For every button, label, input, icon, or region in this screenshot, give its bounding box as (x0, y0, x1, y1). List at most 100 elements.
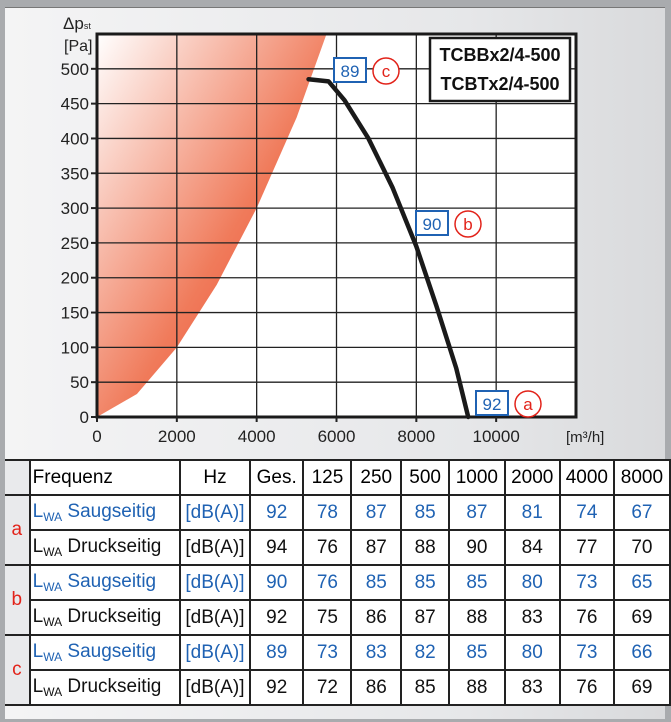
model-name: TCBBx2/4-500 (439, 45, 560, 65)
value-cell: 81 (503, 494, 561, 531)
group-label: c (5, 634, 31, 706)
x-tick-label: 6000 (318, 427, 356, 446)
unit-cell: [dB(A)] (178, 564, 252, 601)
value-cell: 87 (350, 494, 403, 531)
operating-point-label: c (382, 62, 391, 81)
header-cell: 125 (302, 459, 353, 496)
row-label: LWA Druckseitig (28, 599, 181, 636)
table-row: LWA Druckseitig [dB(A)] 92 75 86 87 88 83 76 69 (5, 599, 671, 636)
x-axis-unit: [m³/h] (566, 429, 604, 446)
row-label: LWA Saugseitig (28, 494, 181, 531)
value-cell: 92 (249, 599, 305, 636)
table-row: c LWA Saugseitig [dB(A)] 89 73 83 82 85 80 73 66 (5, 634, 671, 706)
unit-cell: [dB(A)] (178, 599, 252, 636)
y-tick-label: 0 (80, 408, 89, 427)
value-cell: 90 (249, 564, 305, 601)
operating-point-value: 89 (341, 62, 360, 81)
y-tick-label: 200 (61, 269, 89, 288)
operating-point-label: b (463, 215, 472, 234)
unit-cell: [dB(A)] (178, 634, 252, 671)
value-cell: 88 (448, 599, 506, 636)
value-cell: 90 (448, 529, 506, 566)
table-row: LWA Druckseitig [dB(A)] 92 72 86 85 88 83 76 69 (5, 669, 671, 706)
y-tick-label: 350 (61, 164, 89, 183)
operating-point-value: 90 (423, 215, 442, 234)
value-cell: 92 (249, 669, 305, 706)
y-axis-label: Δpst (63, 14, 91, 33)
value-cell: 86 (350, 599, 403, 636)
value-cell: 69 (612, 599, 671, 636)
value-cell: 73 (302, 634, 353, 671)
value-cell: 75 (302, 599, 353, 636)
row-prefix: L (32, 676, 44, 697)
operating-point-value-box (475, 390, 509, 416)
row-label: LWA Druckseitig (28, 669, 181, 706)
header-cell: 8000 (612, 459, 671, 496)
value-cell: 80 (503, 564, 561, 601)
table-row: a LWA Saugseitig [dB(A)] 92 78 87 85 87 81 74 67 (5, 494, 671, 566)
header-cell: 1000 (448, 459, 506, 496)
operating-point-marker (454, 210, 482, 238)
y-tick-label: 100 (61, 338, 89, 357)
value-cell: 67 (612, 494, 671, 531)
x-tick-label: 8000 (397, 427, 435, 446)
value-cell: 65 (612, 564, 671, 601)
fan-curve-chart: 0 50 100 150 200 250 300 350 400 450 500 0 2000 4000 6… (61, 14, 605, 446)
y-tick-label: 450 (61, 95, 89, 114)
value-cell: 84 (503, 529, 561, 566)
row-subscript: WA (43, 615, 63, 629)
operating-point-value-box (415, 210, 449, 236)
row-name: Saugseitig (67, 641, 157, 662)
value-cell: 77 (558, 529, 615, 566)
row-name: Saugseitig (67, 501, 157, 522)
model-box (428, 36, 572, 103)
value-cell: 85 (350, 564, 403, 601)
y-tick-label: 500 (61, 60, 89, 79)
row-subscript: WA (43, 510, 63, 524)
value-cell: 82 (400, 634, 451, 671)
header-cell: Hz (178, 459, 252, 496)
row-label: LWA Druckseitig (28, 529, 181, 566)
group-label: b (5, 564, 31, 636)
header-cell: 2000 (503, 459, 561, 496)
value-cell: 87 (400, 599, 451, 636)
row-name: Druckseitig (67, 536, 162, 557)
value-cell: 74 (558, 494, 615, 531)
value-cell: 87 (448, 494, 506, 531)
value-cell: 76 (302, 529, 353, 566)
header-cell: 500 (400, 459, 451, 496)
y-axis-unit: [Pa] (64, 38, 92, 55)
operating-point-marker (372, 57, 400, 85)
value-cell: 76 (558, 599, 615, 636)
row-name: Druckseitig (67, 676, 162, 697)
row-prefix: L (32, 641, 44, 662)
row-prefix: L (32, 536, 44, 557)
value-cell: 88 (400, 529, 451, 566)
header-cell: Frequenz (28, 459, 181, 496)
operating-point-value: 92 (483, 395, 502, 414)
value-cell: 66 (612, 634, 671, 671)
unit-cell: [dB(A)] (178, 669, 252, 706)
operating-point-label: a (523, 395, 533, 414)
x-tick-label: 4000 (238, 427, 276, 446)
value-cell: 87 (350, 529, 403, 566)
y-tick-label: 150 (61, 304, 89, 323)
unit-cell: [dB(A)] (178, 494, 252, 531)
x-tick-label: 2000 (158, 427, 196, 446)
value-cell: 80 (503, 634, 561, 671)
y-tick-label: 50 (70, 373, 89, 392)
value-cell: 85 (448, 564, 506, 601)
value-cell: 73 (558, 564, 615, 601)
x-tick-label: 10000 (473, 427, 520, 446)
group-label: a (5, 494, 31, 566)
value-cell: 83 (503, 599, 561, 636)
value-cell: 76 (302, 564, 353, 601)
row-label: LWA Saugseitig (28, 634, 181, 671)
header-cell: 250 (350, 459, 403, 496)
group-cell (5, 459, 31, 496)
table-row: b LWA Saugseitig [dB(A)] 90 76 85 85 85 80 73 65 (5, 564, 671, 636)
value-cell: 86 (350, 669, 403, 706)
value-cell: 73 (558, 634, 615, 671)
y-tick-label: 300 (61, 199, 89, 218)
value-cell: 88 (448, 669, 506, 706)
